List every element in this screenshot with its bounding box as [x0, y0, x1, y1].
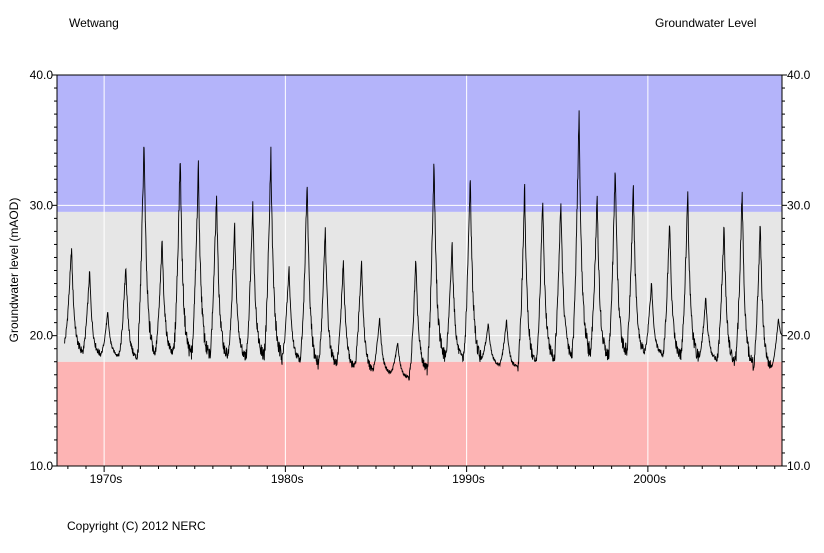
y-tick-label-right: 10.0 — [787, 459, 811, 473]
y-tick-label-right: 20.0 — [787, 329, 811, 343]
x-tick-label: 1990s — [452, 472, 485, 486]
copyright-text: Copyright (C) 2012 NERC — [67, 519, 206, 533]
gridlines — [57, 75, 782, 466]
y-tick-label-right: 40.0 — [787, 68, 811, 82]
x-tick-label: 1980s — [271, 472, 304, 486]
station-name: Wetwang — [69, 16, 119, 30]
chart-title: Groundwater Level — [655, 16, 757, 30]
axes: 10.0 10.0 20.0 20.0 30.0 30.0 40.0 40.0 1970s 198… — [30, 68, 811, 486]
low-range-band — [57, 361, 782, 466]
series-layer — [64, 110, 782, 381]
y-tick-label-left: 20.0 — [30, 329, 54, 343]
groundwater-level-line — [64, 110, 782, 381]
x-tick-label: 1970s — [90, 472, 123, 486]
y-tick-label-left: 30.0 — [30, 198, 54, 212]
y-tick-label-left: 40.0 — [30, 68, 54, 82]
range-bands — [57, 75, 782, 466]
y-tick-label-left: 10.0 — [30, 459, 54, 473]
y-axis-label: Groundwater level (mAOD) — [7, 198, 21, 343]
x-tick-label: 2000s — [633, 472, 666, 486]
high-range-band — [57, 75, 782, 212]
y-tick-label-right: 30.0 — [787, 198, 811, 212]
